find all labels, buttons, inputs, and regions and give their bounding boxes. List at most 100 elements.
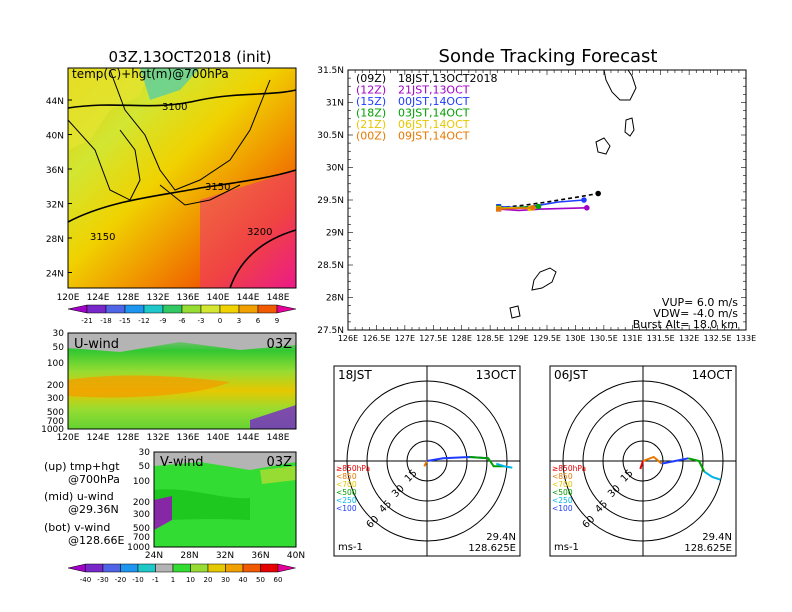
x-tick-label: 127E: [395, 334, 415, 343]
x-tick-label: 130.5E: [590, 334, 618, 343]
colorbar-label: 40: [239, 576, 248, 584]
hodograph-trace: [423, 460, 428, 467]
pressure-tick-label: 50: [139, 462, 151, 472]
lat-tick-label: 40N: [287, 551, 305, 561]
hodograph-trace: [661, 457, 689, 465]
colorbar-swatch: [207, 563, 226, 573]
pressure-tick-label: 300: [133, 510, 150, 520]
legend-zulu: (00Z): [356, 130, 386, 143]
tracking-grid: 126E 126.5E 127E 127.5E 128E 128.5E 129E 129.5E…: [317, 66, 756, 343]
pressure-tick-label: 700: [47, 417, 64, 427]
lat-tick-label: 44N: [46, 97, 64, 107]
contour-label: 3150: [205, 182, 230, 193]
colorbar-label: -15: [119, 317, 130, 325]
lat-tick-label: 28N: [180, 551, 198, 561]
warm-region: [200, 170, 296, 288]
u-wind-time: 03Z: [267, 337, 293, 352]
colorbar-swatch: [257, 304, 278, 314]
x-tick-label: 132.5E: [704, 334, 732, 343]
colorbar-label: 6: [256, 317, 261, 325]
lon-tick-label: 148E: [267, 433, 290, 443]
colorbar-swatch: [67, 304, 88, 314]
y-tick-label: 28N: [326, 294, 344, 304]
pressure-tick-label: 30: [139, 448, 151, 458]
hodograph-trace: [469, 456, 505, 468]
pressure-tick-label: 30: [53, 329, 65, 339]
lat-tick-label: 24N: [46, 270, 64, 280]
lon-tick-label: 124E: [87, 293, 110, 303]
v-wind-gray: [154, 452, 296, 470]
location-lat: 29.4N: [486, 532, 516, 543]
track-end-point-z15: [581, 197, 587, 203]
legend-mid-line2: @29.36N: [68, 503, 119, 516]
track-line-z09: [498, 192, 599, 209]
tracking-plot: 126E 126.5E 127E 127.5E 128E 128.5E 129E 129.5E…: [317, 66, 756, 343]
colorbar-label: -20: [115, 576, 126, 584]
island-outline: [509, 305, 521, 319]
lon-tick-label: 124E: [87, 433, 110, 443]
y-tick-label: 29.5N: [317, 196, 344, 206]
legend-zulu: (18Z): [356, 107, 386, 120]
colorbar-swatch: [190, 563, 209, 573]
level-legend: <700: [336, 480, 357, 489]
contour-label: 3100: [162, 102, 187, 113]
location-lon: 128.625E: [468, 543, 516, 554]
legend-bot-line1: (bot) v-wind: [44, 521, 110, 534]
legend-zulu: (21Z): [356, 118, 386, 131]
hodograph-time: 18JST: [338, 368, 372, 382]
colorbar-label: 60: [274, 576, 283, 584]
v-wind-label: V-wind: [160, 455, 204, 470]
pressure-tick-label: 50: [53, 343, 65, 353]
u-lon-ticks: 120E 124E 128E 132E 136E 140E 144E 148E: [57, 433, 290, 443]
legend-bot-line2: @128.66E: [68, 534, 124, 547]
info-vup: VUP= 6.0 m/s: [662, 296, 738, 309]
colorbar-label: -10: [132, 576, 143, 584]
coastline: [159, 184, 241, 206]
legend-time: 03JST,14OCT: [398, 107, 470, 120]
pressure-tick-label: 1000: [127, 543, 150, 553]
lon-tick-label: 136E: [177, 293, 200, 303]
x-tick-label: 132E: [679, 334, 699, 343]
colorbar-label: -18: [100, 317, 111, 325]
lon-tick-label: 148E: [267, 293, 290, 303]
level-legend: <850: [552, 472, 573, 481]
colorbar-swatch: [67, 563, 86, 573]
colorbar-swatch: [162, 304, 183, 314]
v-wind-northerly: [154, 496, 172, 530]
u-wind-frame: [67, 332, 297, 430]
v-wind-frame: [153, 451, 297, 548]
legend-time: 21JST,13OCT: [398, 84, 470, 97]
colorbar-label: -30: [97, 576, 108, 584]
tracking-title: Sonde Tracking Forecast: [439, 46, 658, 67]
v-wind-panel: V-wind 03Z: [153, 451, 297, 548]
colorbar-label: -9: [160, 317, 167, 325]
hodograph-06jst: 06JST 14OCT15304560≥850hPa<850<700<500<25…: [549, 365, 737, 557]
u-wind-panel: U-wind 03Z: [67, 332, 297, 430]
pressure-tick-label: 100: [133, 477, 150, 487]
hodograph-trace: [642, 455, 663, 465]
hodograph-trace: [703, 470, 721, 481]
map-label: temp(C)+hgt(m)@700hPa: [72, 67, 229, 81]
hodograph-18jst: 18JST 13OCT15304560≥850hPa<850<700<500<25…: [333, 365, 521, 557]
lon-tick-label: 144E: [237, 293, 260, 303]
location-lat: 29.4N: [702, 532, 732, 543]
map-lat-ticks: 44N 40N 36N 32N 28N 24N: [46, 97, 72, 280]
legend-up-line1: (up) tmp+hgt: [44, 460, 120, 473]
x-tick-label: 131.5E: [647, 334, 675, 343]
colorbar-swatch: [238, 304, 259, 314]
x-tick-label: 130E: [565, 334, 585, 343]
x-tick-label: 131E: [622, 334, 642, 343]
colorbar-swatch: [242, 563, 261, 573]
y-tick-label: 28.5N: [317, 261, 344, 271]
colorbar-swatch: [86, 304, 107, 314]
x-tick-label: 128E: [452, 334, 472, 343]
lon-tick-label: 132E: [147, 293, 170, 303]
lon-tick-label: 128E: [117, 433, 140, 443]
lon-tick-label: 144E: [237, 433, 260, 443]
location-lon: 128.625E: [684, 543, 732, 554]
pressure-tick-label: 200: [47, 381, 64, 391]
lon-tick-label: 140E: [207, 433, 230, 443]
hodograph-trace: [495, 462, 513, 469]
height-contour: [67, 169, 297, 223]
